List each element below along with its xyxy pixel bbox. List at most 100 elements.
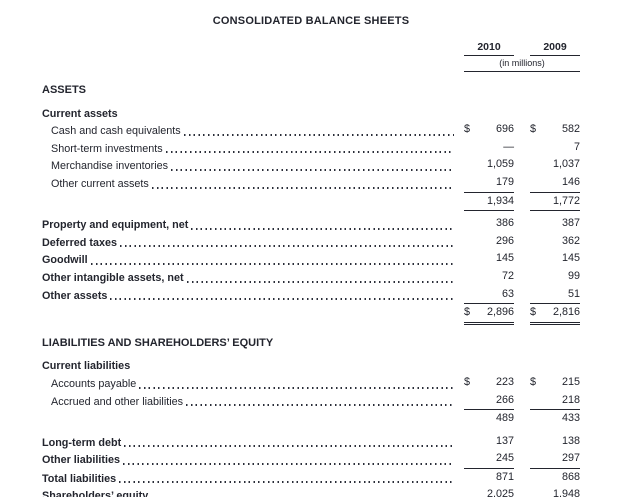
column-header-2009: 2009 xyxy=(530,41,580,56)
amount-2010: 266 xyxy=(495,393,514,406)
leader-dots xyxy=(276,345,454,347)
leader-dots xyxy=(119,481,454,484)
table-row: Current liabilities xyxy=(42,359,580,375)
value-2009: 146 xyxy=(530,175,580,193)
row-label: Accounts payable xyxy=(51,377,137,390)
amount-2009: 1,037 xyxy=(552,158,580,171)
table-row: 1,934 1,772 xyxy=(42,194,580,212)
table-row: Long-term debt 137 138 xyxy=(42,434,580,452)
amount-2010: 1,059 xyxy=(486,158,514,171)
amount-2010: 245 xyxy=(495,452,514,465)
leader-dots xyxy=(123,462,454,465)
value-2009 xyxy=(530,349,580,351)
leader-dots xyxy=(90,262,454,265)
row-label: Short-term investments xyxy=(51,142,163,155)
row-label: Property and equipment, net xyxy=(42,219,189,232)
row-label: Cash and cash equivalents xyxy=(51,125,181,138)
leader-dots xyxy=(120,245,454,248)
table-row: Goodwill 145 145 xyxy=(42,251,580,269)
value-2010 xyxy=(464,349,514,351)
page-title: CONSOLIDATED BALANCE SHEETS xyxy=(212,15,410,27)
amount-2009: 218 xyxy=(561,393,580,406)
value-2009: 1,037 xyxy=(530,157,580,175)
currency-symbol: $ xyxy=(464,306,471,319)
amount-2010: 223 xyxy=(495,375,514,388)
amount-2010: 489 xyxy=(495,412,514,425)
amount-2010: 2,896 xyxy=(486,306,514,319)
table-header: 2010 2009 (in millions) xyxy=(42,41,580,72)
row-label: Current liabilities xyxy=(42,360,131,373)
amount-2009: 297 xyxy=(561,452,580,465)
table-row: $2,896 $2,816 xyxy=(42,305,580,325)
value-2010: $2,896 xyxy=(464,305,514,325)
amount-2009: 145 xyxy=(561,252,580,265)
row-label: Total liabilities xyxy=(42,472,117,485)
value-2010: 245 xyxy=(464,451,514,469)
leader-dots xyxy=(186,404,454,407)
value-2010: 386 xyxy=(464,216,514,234)
value-2010: 266 xyxy=(464,393,514,411)
amount-2009: 1,772 xyxy=(552,194,580,207)
value-2010: 489 xyxy=(464,411,514,429)
amount-2009: 51 xyxy=(567,287,580,300)
leader-dots xyxy=(139,386,454,389)
amount-2009: 868 xyxy=(561,470,580,483)
value-2009: 868 xyxy=(530,470,580,488)
value-2010: 1,934 xyxy=(464,194,514,212)
amount-2010: 386 xyxy=(495,217,514,230)
value-2010: 179 xyxy=(464,175,514,193)
table-row: Other liabilities 245 297 xyxy=(42,451,580,469)
row-label: Merchandise inventories xyxy=(51,160,169,173)
value-2009 xyxy=(530,97,580,99)
leader-dots xyxy=(165,151,454,154)
row-label: Long-term debt xyxy=(42,436,122,449)
table-row: Deferred taxes 296 362 xyxy=(42,234,580,252)
value-2009: $2,816 xyxy=(530,305,580,325)
year-columns-header: 2010 2009 (in millions) xyxy=(464,41,580,72)
value-2009: $215 xyxy=(530,375,580,393)
amount-2010: 72 xyxy=(501,269,514,282)
value-2009: $582 xyxy=(530,122,580,140)
table-row: Cash and cash equivalents $696 $582 xyxy=(42,122,580,140)
currency-symbol: $ xyxy=(464,123,471,136)
amount-2009: 2,816 xyxy=(552,306,580,319)
amount-2010: 145 xyxy=(495,252,514,265)
value-2010: 145 xyxy=(464,251,514,269)
row-label: Goodwill xyxy=(42,254,88,267)
value-2009: 387 xyxy=(530,216,580,234)
balance-sheet-rows: ASSETS Current assets Cash and cash equi… xyxy=(42,83,580,497)
amount-2009: 387 xyxy=(561,217,580,230)
value-2009: 7 xyxy=(530,140,580,158)
row-label: ASSETS xyxy=(42,84,87,96)
row-label: Current assets xyxy=(42,107,118,120)
currency-symbol: $ xyxy=(530,306,537,319)
table-row: Property and equipment, net 386 387 xyxy=(42,216,580,234)
row-label: Other liabilities xyxy=(42,454,120,467)
value-2009: 362 xyxy=(530,234,580,252)
table-row: Total liabilities 871 868 xyxy=(42,470,580,488)
row-label: Other assets xyxy=(42,289,108,302)
currency-symbol: $ xyxy=(530,375,537,388)
value-2010: 296 xyxy=(464,234,514,252)
table-row: 489 433 xyxy=(42,411,580,429)
table-row: Accrued and other liabilities 266 218 xyxy=(42,393,580,411)
leader-dots xyxy=(183,133,454,136)
value-2010: $223 xyxy=(464,375,514,393)
table-row: Current assets xyxy=(42,107,580,123)
amount-2010: 1,934 xyxy=(486,194,514,207)
value-2009: 1,948 xyxy=(530,487,580,497)
currency-symbol: $ xyxy=(464,375,471,388)
year-labels: 2010 2009 xyxy=(464,41,580,56)
amount-2010: — xyxy=(503,140,514,153)
amount-2009: 138 xyxy=(561,434,580,447)
amount-2010: 63 xyxy=(501,287,514,300)
amount-2009: 582 xyxy=(561,123,580,136)
value-2010: 63 xyxy=(464,287,514,305)
amount-2009: 99 xyxy=(567,269,580,282)
leader-dots xyxy=(133,369,454,371)
value-2009: 99 xyxy=(530,269,580,287)
leader-dots xyxy=(89,93,454,95)
row-label: Accrued and other liabilities xyxy=(51,395,184,408)
table-row: Other assets 63 51 xyxy=(42,287,580,305)
